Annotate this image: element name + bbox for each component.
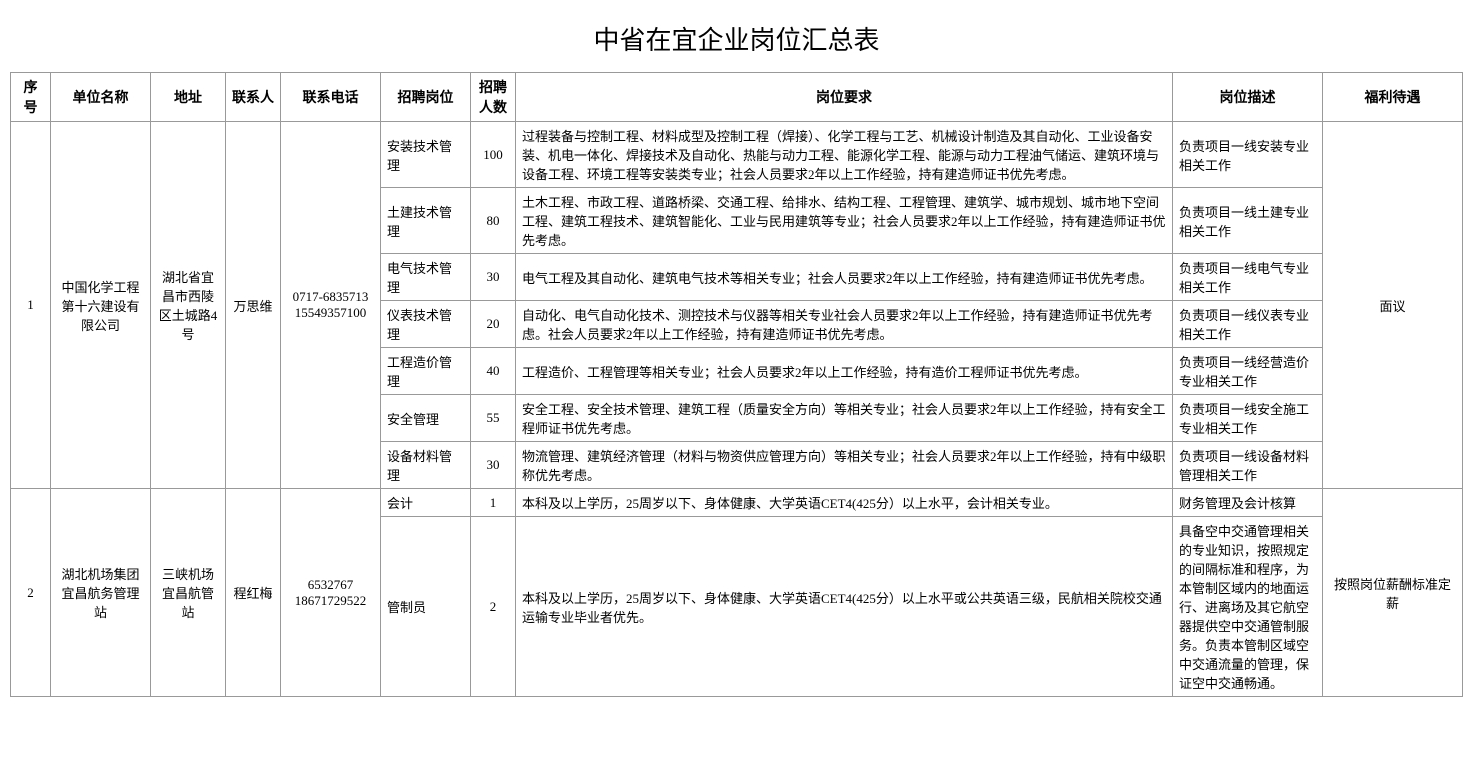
- col-phone: 联系电话: [281, 73, 381, 122]
- cell-benefit: 面议: [1323, 122, 1463, 489]
- cell-count: 2: [471, 517, 516, 697]
- cell-count: 30: [471, 442, 516, 489]
- col-addr: 地址: [151, 73, 226, 122]
- cell-req: 电气工程及其自动化、建筑电气技术等相关专业；社会人员要求2年以上工作经验，持有建…: [516, 254, 1173, 301]
- cell-company: 中国化学工程第十六建设有限公司: [51, 122, 151, 489]
- cell-position: 管制员: [381, 517, 471, 697]
- cell-req: 工程造价、工程管理等相关专业；社会人员要求2年以上工作经验，持有造价工程师证书优…: [516, 348, 1173, 395]
- col-position: 招聘岗位: [381, 73, 471, 122]
- table-row: 2湖北机场集团宜昌航务管理站三峡机场宜昌航管站程红梅65327671867172…: [11, 489, 1463, 517]
- table-row: 1中国化学工程第十六建设有限公司湖北省宜昌市西陵区土城路4号万思维0717-68…: [11, 122, 1463, 188]
- col-contact: 联系人: [226, 73, 281, 122]
- cell-req: 土木工程、市政工程、道路桥梁、交通工程、给排水、结构工程、工程管理、建筑学、城市…: [516, 188, 1173, 254]
- cell-count: 55: [471, 395, 516, 442]
- cell-desc: 负责项目一线土建专业相关工作: [1173, 188, 1323, 254]
- cell-contact: 万思维: [226, 122, 281, 489]
- cell-req: 自动化、电气自动化技术、测控技术与仪器等相关专业社会人员要求2年以上工作经验，持…: [516, 301, 1173, 348]
- job-table: 序号 单位名称 地址 联系人 联系电话 招聘岗位 招聘人数 岗位要求 岗位描述 …: [10, 72, 1463, 697]
- cell-company: 湖北机场集团宜昌航务管理站: [51, 489, 151, 697]
- cell-seq: 2: [11, 489, 51, 697]
- cell-count: 80: [471, 188, 516, 254]
- cell-position: 电气技术管理: [381, 254, 471, 301]
- cell-count: 30: [471, 254, 516, 301]
- cell-count: 20: [471, 301, 516, 348]
- cell-address: 湖北省宜昌市西陵区土城路4号: [151, 122, 226, 489]
- cell-phone: 653276718671729522: [281, 489, 381, 697]
- cell-seq: 1: [11, 122, 51, 489]
- cell-req: 过程装备与控制工程、材料成型及控制工程（焊接）、化学工程与工艺、机械设计制造及其…: [516, 122, 1173, 188]
- cell-position: 设备材料管理: [381, 442, 471, 489]
- cell-count: 100: [471, 122, 516, 188]
- cell-phone: 0717-683571315549357100: [281, 122, 381, 489]
- page-title: 中省在宜企业岗位汇总表: [10, 20, 1463, 57]
- cell-benefit: 按照岗位薪酬标准定薪: [1323, 489, 1463, 697]
- cell-desc: 负责项目一线设备材料管理相关工作: [1173, 442, 1323, 489]
- col-company: 单位名称: [51, 73, 151, 122]
- cell-position: 工程造价管理: [381, 348, 471, 395]
- cell-position: 安装技术管理: [381, 122, 471, 188]
- cell-desc: 负责项目一线电气专业相关工作: [1173, 254, 1323, 301]
- col-desc: 岗位描述: [1173, 73, 1323, 122]
- cell-position: 安全管理: [381, 395, 471, 442]
- cell-desc: 具备空中交通管理相关的专业知识，按照规定的间隔标准和程序，为本管制区域内的地面运…: [1173, 517, 1323, 697]
- cell-position: 会计: [381, 489, 471, 517]
- cell-req: 本科及以上学历，25周岁以下、身体健康、大学英语CET4(425分）以上水平或公…: [516, 517, 1173, 697]
- cell-contact: 程红梅: [226, 489, 281, 697]
- cell-desc: 财务管理及会计核算: [1173, 489, 1323, 517]
- cell-desc: 负责项目一线安全施工专业相关工作: [1173, 395, 1323, 442]
- cell-desc: 负责项目一线安装专业相关工作: [1173, 122, 1323, 188]
- table-header-row: 序号 单位名称 地址 联系人 联系电话 招聘岗位 招聘人数 岗位要求 岗位描述 …: [11, 73, 1463, 122]
- cell-desc: 负责项目一线仪表专业相关工作: [1173, 301, 1323, 348]
- col-req: 岗位要求: [516, 73, 1173, 122]
- cell-address: 三峡机场宜昌航管站: [151, 489, 226, 697]
- cell-position: 仪表技术管理: [381, 301, 471, 348]
- col-seq: 序号: [11, 73, 51, 122]
- cell-desc: 负责项目一线经营造价专业相关工作: [1173, 348, 1323, 395]
- cell-count: 1: [471, 489, 516, 517]
- cell-position: 土建技术管理: [381, 188, 471, 254]
- cell-count: 40: [471, 348, 516, 395]
- cell-req: 安全工程、安全技术管理、建筑工程（质量安全方向）等相关专业；社会人员要求2年以上…: [516, 395, 1173, 442]
- col-count: 招聘人数: [471, 73, 516, 122]
- cell-req: 本科及以上学历，25周岁以下、身体健康、大学英语CET4(425分）以上水平，会…: [516, 489, 1173, 517]
- col-benefit: 福利待遇: [1323, 73, 1463, 122]
- cell-req: 物流管理、建筑经济管理（材料与物资供应管理方向）等相关专业；社会人员要求2年以上…: [516, 442, 1173, 489]
